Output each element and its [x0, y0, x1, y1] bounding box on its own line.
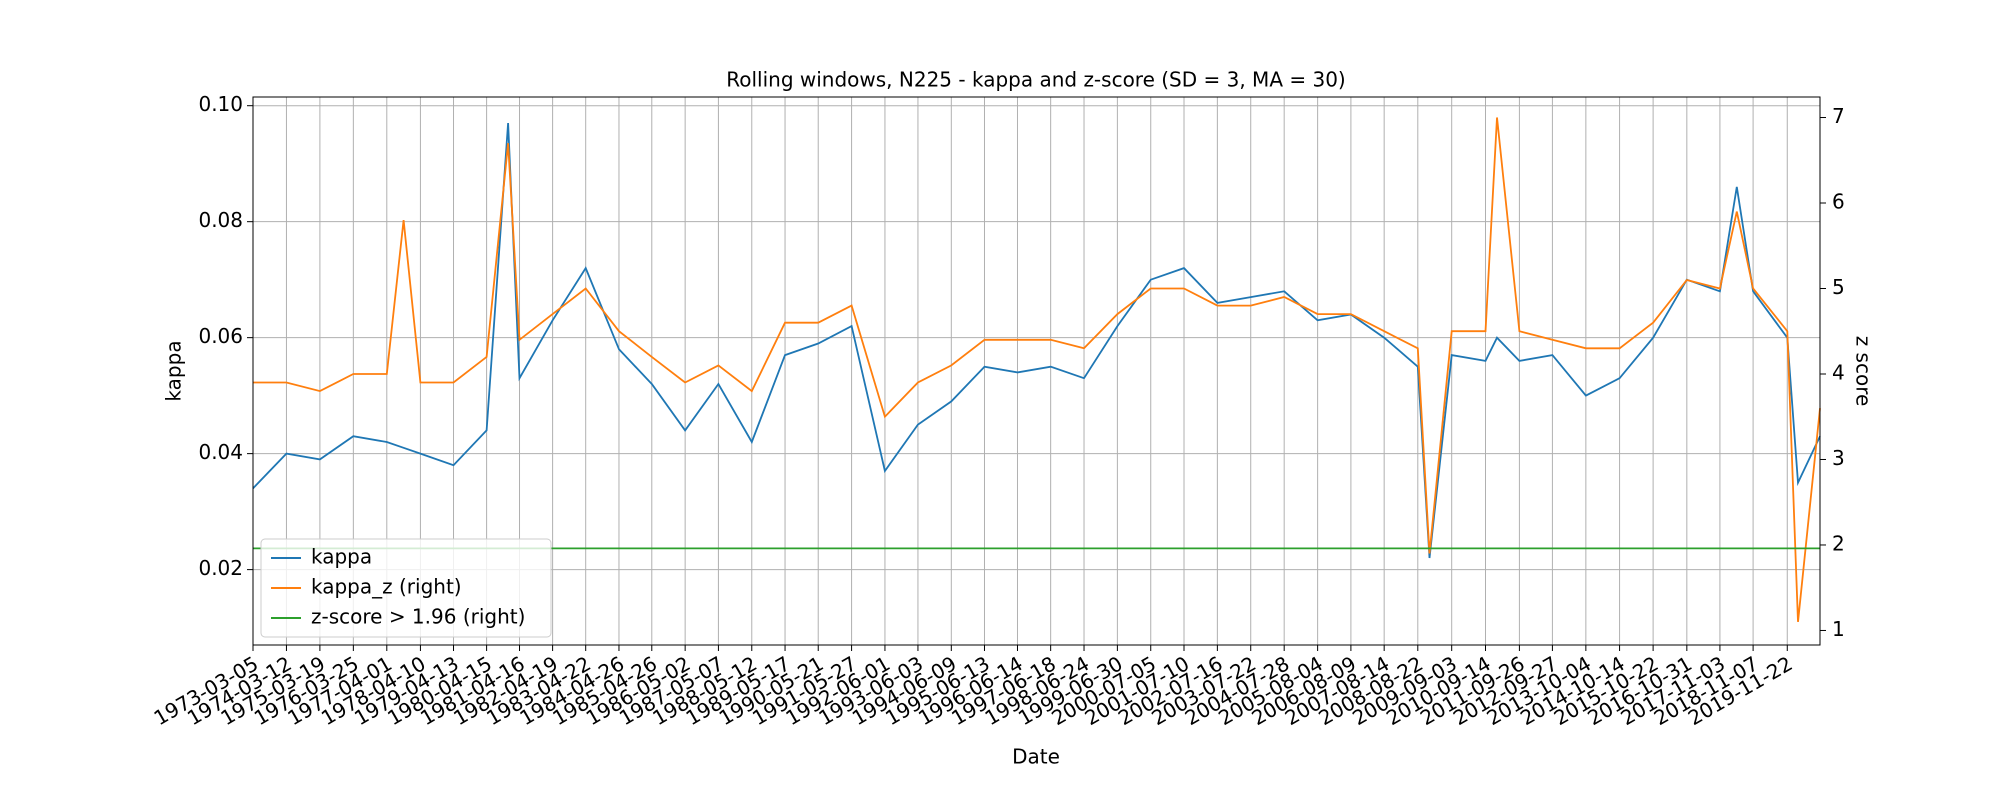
y2-axis-label: z score — [1852, 336, 1876, 407]
y-tick-label: 0.06 — [198, 324, 243, 348]
y-tick-label: 0.10 — [198, 92, 243, 116]
y2-tick-label: 7 — [1832, 104, 1845, 128]
legend-label: kappa_z (right) — [311, 575, 462, 599]
y2-tick-label: 2 — [1832, 531, 1845, 555]
legend-box — [260, 538, 552, 638]
y-tick-label: 0.04 — [198, 440, 243, 464]
y2-tick-label: 1 — [1832, 617, 1845, 641]
y2-tick-label: 6 — [1832, 190, 1845, 214]
y2-tick-label: 4 — [1832, 360, 1845, 384]
y-tick-label: 0.02 — [198, 556, 243, 580]
y-axis-label: kappa — [162, 340, 186, 401]
y2-tick-label: 5 — [1832, 275, 1845, 299]
x-axis-label: Date — [1012, 745, 1060, 769]
chart-title: Rolling windows, N225 - kappa and z-scor… — [726, 68, 1345, 92]
legend-label: kappa — [311, 545, 372, 569]
legend-label: z-score > 1.96 (right) — [311, 605, 525, 629]
plot-frame — [252, 96, 1821, 646]
y2-tick-label: 3 — [1832, 446, 1845, 470]
series-line — [253, 117, 1821, 622]
y-tick-label: 0.08 — [198, 208, 243, 232]
